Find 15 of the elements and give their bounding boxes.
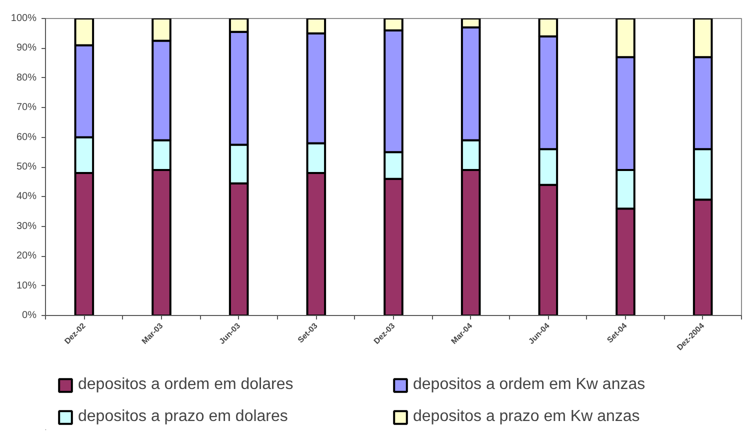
y-tick-label: 70% (16, 102, 37, 114)
y-tick-label: 30% (16, 220, 37, 232)
y-tick-label: 50% (16, 162, 37, 172)
legend-label: depositos a ordem em dolares (78, 376, 294, 394)
y-tick-label: 80% (16, 72, 37, 84)
legend-label: depositos a prazo em dolares (78, 408, 289, 426)
y-tick-label: 40% (16, 191, 37, 202)
y-tick-label: 20% (16, 250, 37, 262)
legend-label: depositos a prazo em Kw anzas (413, 408, 641, 426)
y-tick-label: 60% (16, 132, 37, 143)
y-tick-label: 10% (16, 280, 37, 292)
legend-label: depositos a ordem em Kw anzas (413, 376, 646, 394)
y-tick-label: 100% (10, 13, 37, 24)
y-tick-label: 90% (16, 42, 37, 54)
y-tick-label: 0% (22, 310, 37, 321)
